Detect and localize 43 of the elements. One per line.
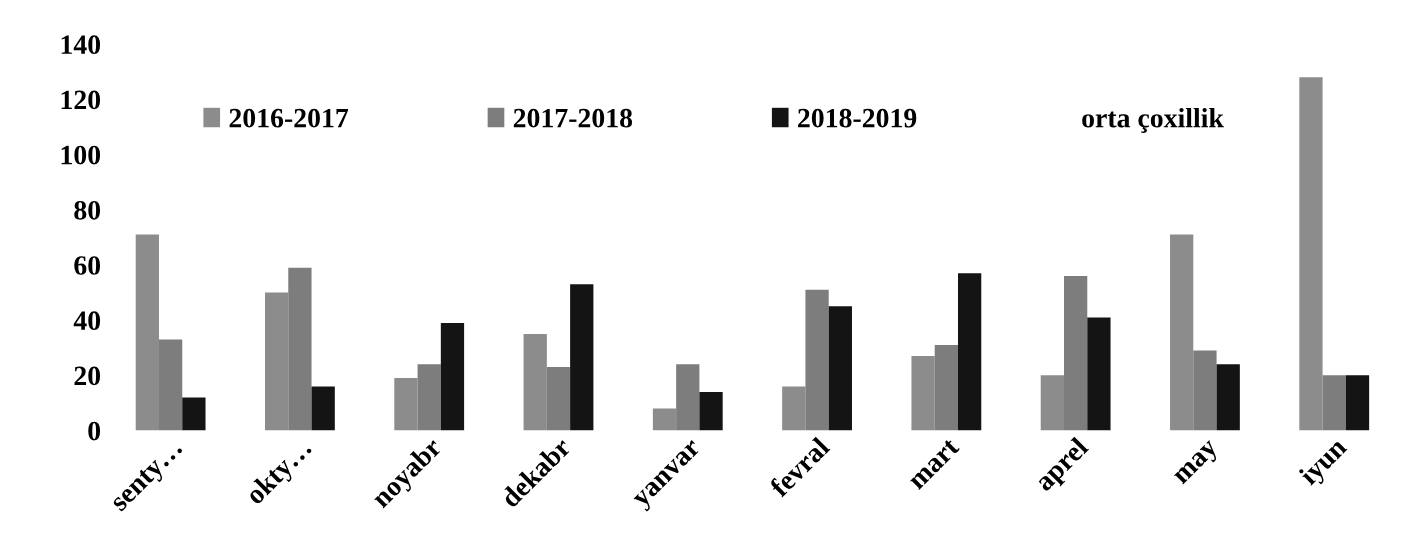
bar: [1216, 364, 1240, 431]
bar: [570, 284, 594, 431]
legend-label: 2018-2019: [798, 108, 917, 128]
x-tick-label: iyun: [1297, 435, 1352, 490]
x-tick-label: may: [1173, 439, 1223, 489]
bar: [1040, 375, 1065, 431]
legend-label: 2016-2017: [229, 108, 349, 128]
bar: [957, 273, 982, 431]
bar: [523, 333, 547, 431]
bar: [828, 306, 852, 431]
text: orta çoxillik: [1082, 107, 1224, 133]
bar: [1170, 234, 1194, 431]
bar: [652, 408, 677, 431]
y-tick-label: 20: [74, 366, 101, 386]
bar: [440, 322, 465, 431]
bar: [394, 378, 418, 431]
bar: [158, 339, 183, 431]
bar: [782, 386, 806, 431]
y-tick-label: 60: [74, 256, 101, 275]
legend-label: 2017-2018: [513, 108, 633, 128]
bar: [676, 364, 700, 431]
bar: [265, 292, 289, 431]
bar: [288, 267, 312, 431]
y-tick-label: 80: [74, 200, 101, 220]
bar: [805, 289, 829, 431]
bar: [417, 364, 441, 431]
y-tick-label: 120: [61, 90, 101, 110]
bar: [546, 367, 571, 431]
bar: [911, 356, 935, 431]
bar: [311, 386, 335, 431]
y-tick-label: 140: [61, 35, 101, 55]
bar: [135, 234, 159, 431]
bar: [1345, 375, 1370, 431]
bar: [1193, 350, 1217, 431]
bar: [1064, 276, 1088, 431]
y-tick-label: 40: [73, 311, 101, 331]
y-tick-label: 0: [88, 421, 101, 441]
bar: [1322, 375, 1346, 431]
bar: [1087, 317, 1111, 431]
bar: [934, 345, 958, 431]
y-tick-label: 100: [61, 145, 101, 165]
bar: [699, 391, 723, 431]
bar: [182, 397, 206, 431]
